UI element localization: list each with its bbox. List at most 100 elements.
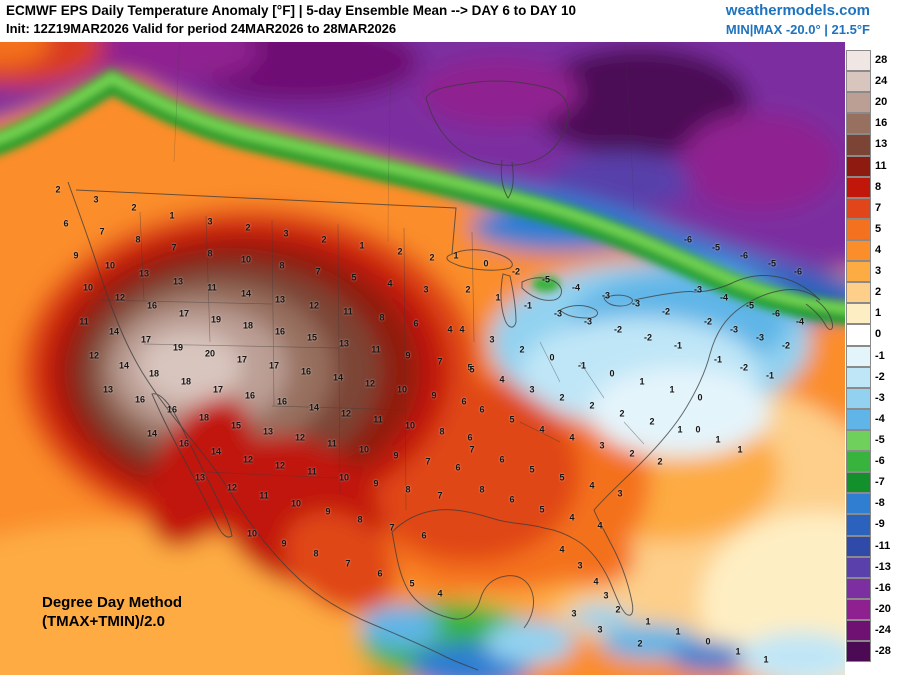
station-value: 8 xyxy=(379,312,385,323)
station-value: 10 xyxy=(396,384,408,395)
station-value: -2 xyxy=(613,324,623,335)
station-value: 2 xyxy=(397,246,403,257)
station-value: 1 xyxy=(453,250,459,261)
colorbar-label: 2 xyxy=(875,286,882,299)
station-value: 2 xyxy=(559,392,565,403)
station-value: -6 xyxy=(771,308,781,319)
colorbar-swatch xyxy=(846,282,871,304)
map-subtitle: Init: 12Z19MAR2026 Valid for period 24MA… xyxy=(6,21,397,36)
station-value: 9 xyxy=(325,506,331,517)
station-value: 1 xyxy=(669,384,675,395)
station-value: 3 xyxy=(617,488,623,499)
station-value: 0 xyxy=(705,636,711,647)
station-value: 14 xyxy=(240,288,252,299)
station-value: 11 xyxy=(371,344,381,355)
station-value: 13 xyxy=(274,294,286,305)
colorbar-row: -28 xyxy=(846,641,898,663)
station-value: 1 xyxy=(169,210,175,221)
station-value: 7 xyxy=(469,444,475,455)
colorbar-label: 13 xyxy=(875,138,888,151)
colorbar-label: -9 xyxy=(875,518,885,531)
colorbar-label: 16 xyxy=(875,117,888,130)
minmax-readout: MIN|MAX -20.0° | 21.5°F xyxy=(725,22,870,37)
colorbar-swatch xyxy=(846,577,871,599)
station-value: -5 xyxy=(745,300,755,311)
station-value: 12 xyxy=(242,454,254,465)
colorbar-row: 0 xyxy=(846,324,898,346)
station-value: 5 xyxy=(469,364,475,375)
station-value: 4 xyxy=(539,424,545,435)
station-value: 6 xyxy=(63,218,69,229)
station-value: 12 xyxy=(114,292,126,303)
station-value: -1 xyxy=(673,340,683,351)
station-value: 3 xyxy=(577,560,583,571)
station-value: 9 xyxy=(73,250,79,261)
station-value: 13 xyxy=(102,384,114,395)
station-value: -6 xyxy=(683,234,693,245)
station-value: 7 xyxy=(389,522,395,533)
station-value: 0 xyxy=(697,392,703,403)
station-value: 3 xyxy=(489,334,495,345)
station-value: 14 xyxy=(118,360,130,371)
station-value: 2 xyxy=(429,252,435,263)
colorbar-swatch xyxy=(846,50,871,72)
station-value: 1 xyxy=(645,616,651,627)
station-value: -4 xyxy=(571,282,581,293)
station-value: 10 xyxy=(240,254,252,265)
station-value: 16 xyxy=(146,300,158,311)
station-value: 6 xyxy=(479,404,485,415)
station-value: 6 xyxy=(413,318,419,329)
station-value: 12 xyxy=(226,482,238,493)
station-value: 6 xyxy=(421,530,427,541)
station-value: 0 xyxy=(695,424,701,435)
station-value: -3 xyxy=(755,332,765,343)
station-value: 11 xyxy=(207,282,217,293)
station-value: 16 xyxy=(178,438,190,449)
colorbar-label: -20 xyxy=(875,602,891,615)
station-layer: 2 3 2 1 3 2 3 2 1 2 2 6 7 8 7 8 10 8 7 5 4 3 9 10 13 13 11 14 13 12 11… xyxy=(0,42,845,675)
colorbar-label: -1 xyxy=(875,349,885,362)
colorbar-label: -11 xyxy=(875,539,891,552)
station-value: -2 xyxy=(661,306,671,317)
station-value: 3 xyxy=(283,228,289,239)
station-value: 4 xyxy=(597,520,603,531)
station-value: 11 xyxy=(343,306,353,317)
station-value: -6 xyxy=(793,266,803,277)
colorbar-row: -11 xyxy=(846,535,898,557)
state-border-layer xyxy=(99,211,645,511)
station-value: 16 xyxy=(134,394,146,405)
station-value: 10 xyxy=(290,498,302,509)
station-value: 18 xyxy=(180,376,192,387)
station-value: -3 xyxy=(693,284,703,295)
colorbar-swatch xyxy=(846,472,871,494)
station-value: 3 xyxy=(93,194,99,205)
colorbar-row: -13 xyxy=(846,556,898,578)
colorbar-row: -3 xyxy=(846,387,898,409)
colorbar-swatch xyxy=(846,113,871,135)
colorbar-swatch xyxy=(846,641,871,663)
station-value: 6 xyxy=(377,568,383,579)
colorbar-swatch xyxy=(846,493,871,515)
colorbar-swatch xyxy=(846,155,871,177)
station-value: 6 xyxy=(455,462,461,473)
station-value: 2 xyxy=(615,604,621,615)
colorbar-swatch xyxy=(846,92,871,114)
station-value: -2 xyxy=(703,316,713,327)
station-value: -3 xyxy=(601,290,611,301)
colorbar-row: -1 xyxy=(846,345,898,367)
station-value: 4 xyxy=(589,480,595,491)
station-value: 15 xyxy=(306,332,318,343)
station-value: 13 xyxy=(194,472,206,483)
colorbar-row: -24 xyxy=(846,619,898,642)
temperature-field-svg xyxy=(0,42,845,675)
station-value: 4 xyxy=(593,576,599,587)
colorbar-swatch xyxy=(846,387,871,409)
station-value: 7 xyxy=(425,456,431,467)
station-value: 14 xyxy=(108,326,120,337)
station-value: 5 xyxy=(467,362,473,373)
station-value: 1 xyxy=(675,626,681,637)
station-value: 11 xyxy=(259,490,269,501)
station-value: 15 xyxy=(230,420,242,431)
colorbar-swatch xyxy=(846,366,871,388)
station-value: 2 xyxy=(657,456,663,467)
